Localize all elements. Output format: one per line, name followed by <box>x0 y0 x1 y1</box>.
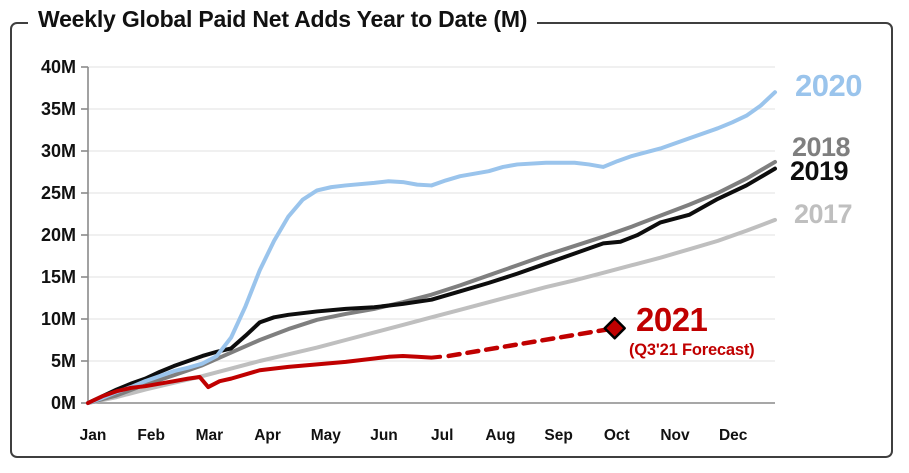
series-label-2021: 2021 <box>636 301 708 338</box>
y-tick-label: 35M <box>41 99 76 119</box>
y-tick-label: 40M <box>41 57 76 77</box>
forecast-diamond-marker <box>603 316 626 340</box>
x-tick-label: Feb <box>137 427 165 444</box>
y-tick-label: 20M <box>41 225 76 245</box>
y-tick-label: 25M <box>41 183 76 203</box>
y-tick-label: 30M <box>41 141 76 161</box>
y-tick-label: 10M <box>41 309 76 329</box>
x-tick-label: Nov <box>660 427 690 444</box>
series-label-2017: 2017 <box>794 199 853 229</box>
forecast-note: (Q3'21 Forecast) <box>629 341 755 359</box>
x-tick-label: Dec <box>719 427 748 444</box>
series-line-2021-forecast <box>446 325 617 359</box>
x-tick-label: Apr <box>254 427 281 444</box>
series-label-2018: 2018 <box>792 132 851 162</box>
series-line-2020 <box>86 90 777 405</box>
y-tick-label: 0M <box>51 393 76 413</box>
x-tick-label: Jul <box>431 427 453 444</box>
x-tick-label: Sep <box>544 427 572 444</box>
series-label-2020: 2020 <box>795 68 862 103</box>
series-label-2019: 2019 <box>790 156 849 186</box>
y-tick-label: 15M <box>41 267 76 287</box>
x-tick-label: Mar <box>196 427 224 444</box>
chart-title: Weekly Global Paid Net Adds Year to Date… <box>28 6 538 33</box>
x-tick-label: May <box>311 427 342 444</box>
x-tick-label: Jun <box>370 427 398 444</box>
x-tick-label: Jan <box>80 427 107 444</box>
x-tick-label: Oct <box>604 427 630 444</box>
series-line-2019 <box>86 166 777 405</box>
series-line-2021 <box>86 353 443 405</box>
series-line-2017 <box>86 217 777 405</box>
x-tick-label: Aug <box>485 427 515 444</box>
y-tick-label: 5M <box>51 351 76 371</box>
